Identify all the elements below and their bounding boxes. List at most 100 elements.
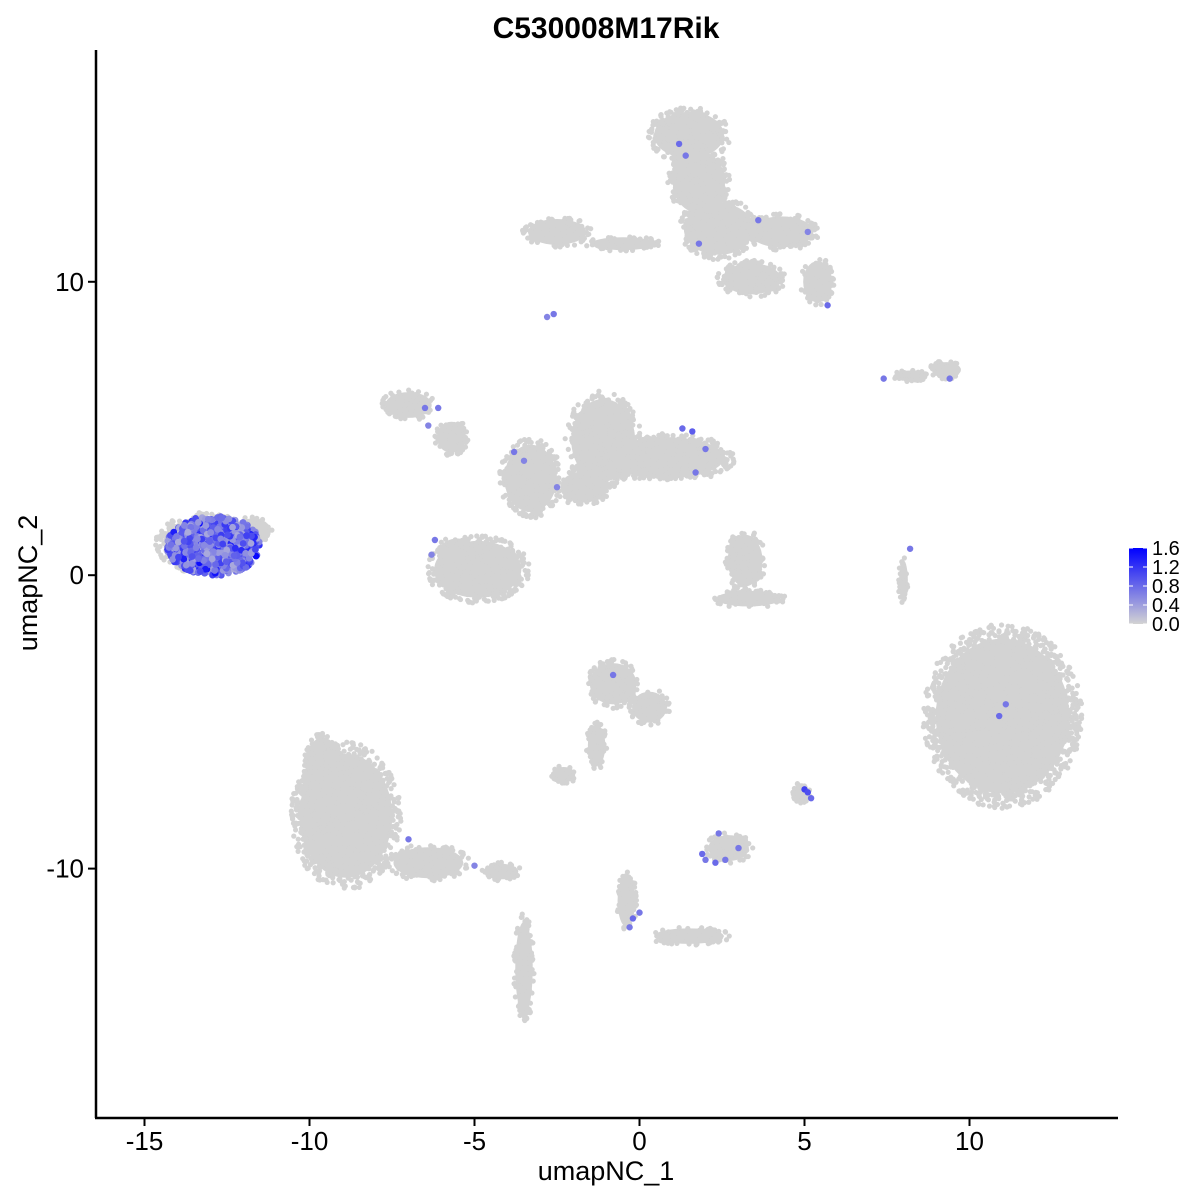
cell-point	[621, 404, 628, 410]
cell-point	[525, 235, 531, 241]
cell-point	[1043, 779, 1049, 785]
cell-point	[725, 465, 732, 471]
cell-point	[470, 573, 477, 579]
cell-point	[597, 489, 604, 495]
cell-point	[584, 442, 590, 448]
cell-point	[1071, 746, 1078, 753]
cell-point	[737, 564, 744, 570]
cell-point	[825, 286, 831, 292]
cell-point	[676, 197, 682, 203]
cell-point	[959, 694, 965, 700]
cell-point	[585, 225, 591, 231]
cell-point	[693, 204, 699, 210]
cell-point	[528, 514, 534, 520]
cell-point	[565, 215, 571, 222]
cell-point	[611, 403, 617, 409]
cell-point	[773, 211, 779, 217]
cell-point	[621, 470, 628, 476]
cell-point	[429, 395, 435, 402]
cell-point	[954, 718, 961, 724]
cell-point	[1009, 670, 1015, 676]
cell-point	[930, 745, 936, 751]
cell-point	[918, 373, 925, 379]
cell-point	[1037, 742, 1043, 748]
cell-point	[997, 636, 1003, 642]
cell-point	[1054, 761, 1060, 767]
cell-point	[734, 574, 741, 580]
cell-point	[523, 495, 529, 501]
cell-point	[736, 218, 742, 224]
cell-point	[603, 455, 609, 461]
cell-point	[608, 461, 614, 467]
cell-point	[506, 593, 512, 599]
cell-point	[802, 235, 808, 241]
cell-point	[954, 731, 960, 737]
cell-point	[641, 245, 647, 251]
cell-point	[787, 237, 793, 243]
cell-point	[728, 208, 734, 214]
cell-point	[658, 133, 664, 139]
cell-point	[767, 261, 774, 267]
cell-point	[802, 263, 809, 270]
cell-point	[1045, 660, 1051, 666]
cell-point	[1012, 773, 1019, 780]
cell-point	[632, 454, 638, 460]
cell-point	[607, 416, 614, 423]
cell-point	[733, 226, 739, 232]
cell-point	[646, 128, 652, 135]
cell-point	[1011, 781, 1017, 787]
cell-point	[953, 778, 959, 784]
cell-point	[730, 456, 736, 462]
cell-point	[964, 647, 970, 653]
cell-point	[941, 747, 947, 754]
cell-point	[679, 168, 685, 174]
cell-point	[432, 577, 438, 583]
cell-point	[710, 124, 717, 130]
cell-point	[980, 802, 986, 808]
cell-point	[613, 440, 619, 446]
cell-point	[530, 224, 536, 230]
cell-point	[624, 436, 631, 442]
cell-point	[480, 553, 486, 559]
cell-point	[630, 422, 636, 428]
cell-point	[606, 442, 612, 448]
cell-point	[705, 217, 711, 224]
cell-point	[636, 423, 643, 429]
cell-point	[943, 733, 950, 740]
cell-point	[956, 672, 962, 678]
cell-point	[957, 701, 963, 708]
cell-point	[726, 199, 732, 206]
cell-point	[705, 175, 711, 181]
cell-point	[611, 480, 617, 486]
cell-point	[986, 632, 992, 638]
cell-point	[386, 411, 393, 417]
cell-point	[700, 183, 707, 190]
cell-point	[490, 574, 496, 580]
cell-point	[694, 198, 700, 204]
cell-point	[574, 451, 580, 457]
cell-point	[955, 649, 962, 656]
cell-point	[676, 436, 682, 442]
cell-point	[618, 441, 625, 448]
cell-point	[513, 580, 519, 586]
cell-point	[763, 590, 769, 596]
cell-point	[1020, 738, 1026, 744]
cell-point	[713, 181, 720, 187]
cell-point	[1034, 642, 1040, 648]
cell-point	[744, 234, 751, 241]
cell-point	[1025, 638, 1031, 644]
cell-point	[1074, 731, 1080, 737]
cell-point	[672, 141, 678, 147]
cell-point	[716, 206, 722, 212]
cell-point	[958, 788, 964, 794]
cell-point	[773, 219, 779, 226]
cell-point	[482, 583, 489, 589]
cell-point	[615, 431, 622, 437]
cell-point	[976, 684, 983, 691]
cell-point	[1067, 758, 1073, 764]
cell-point	[676, 451, 682, 458]
cell-point	[762, 292, 768, 298]
cell-point	[975, 714, 981, 720]
cell-point	[499, 582, 505, 589]
cell-point	[714, 202, 720, 208]
